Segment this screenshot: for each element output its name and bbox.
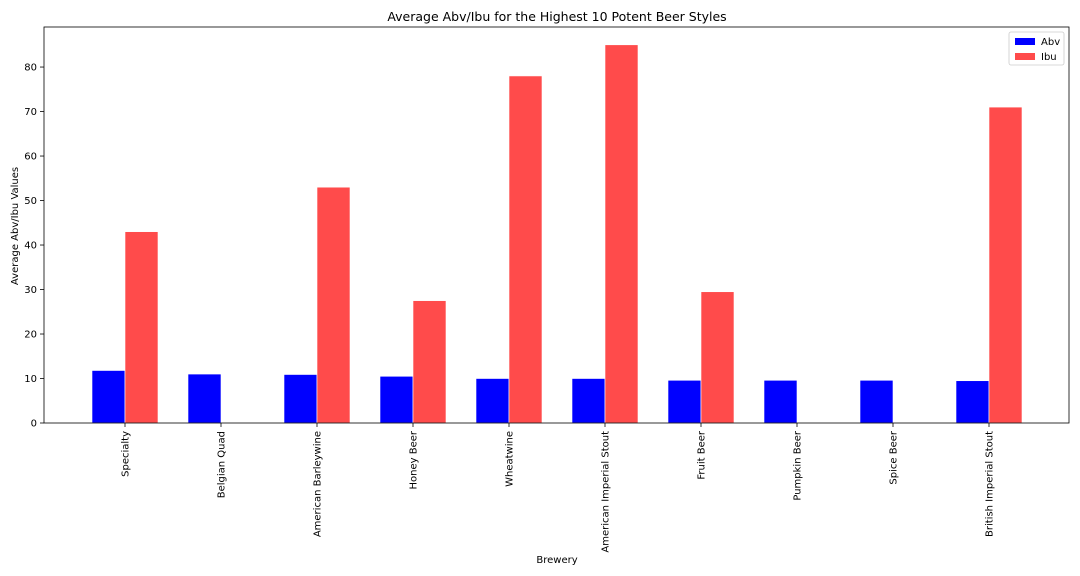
bar-ibu-3 [316, 186, 351, 424]
y-axis-label: Average Abv/Ibu Values [10, 167, 21, 285]
bar-ibu-6 [604, 44, 639, 424]
bar-abv-8 [763, 379, 798, 424]
bar-abv-9 [859, 379, 894, 424]
y-tick-label: 50 [24, 196, 37, 207]
x-tick-label: American Imperial Stout [601, 431, 612, 553]
bar-ibu-4 [412, 300, 447, 424]
y-tick-label: 30 [24, 285, 37, 296]
y-tick-label: 20 [24, 330, 37, 341]
legend-swatch-ibu [1015, 53, 1035, 60]
bar-abv-4 [379, 375, 414, 424]
x-tick-label: British Imperial Stout [985, 431, 996, 537]
chart-title: Average Abv/Ibu for the Highest 10 Poten… [387, 9, 726, 24]
legend-label-abv: Abv [1041, 37, 1060, 48]
bar-abv-1 [91, 370, 126, 424]
plot-area: 0 10 20 30 40 50 60 70 80 Specialty Belgian Quad Am… [24, 26, 1070, 553]
legend-swatch-abv [1015, 38, 1035, 45]
y-tick-label: 60 [24, 152, 37, 163]
bar-abv-6 [571, 378, 606, 424]
bar-ibu-10 [988, 106, 1023, 424]
y-tick-label: 40 [24, 241, 37, 252]
y-tick-label: 70 [24, 107, 37, 118]
y-tick-label: 80 [24, 63, 37, 74]
x-tick-label: Pumpkin Beer [793, 430, 804, 501]
y-tick-label: 0 [31, 419, 37, 430]
legend: Abv Ibu [1008, 31, 1065, 66]
y-tick-label: 10 [24, 374, 37, 385]
x-tick-label: Specialty [121, 431, 132, 477]
plot-frame [43, 26, 1070, 424]
x-tick-label: Honey Beer [409, 430, 420, 489]
bar-abv-3 [283, 374, 318, 424]
x-tick-label: American Barleywine [313, 431, 324, 537]
bar-ibu-5 [508, 75, 543, 424]
bar-abv-10 [955, 380, 990, 424]
x-tick-label: Fruit Beer [697, 430, 708, 480]
x-tick-label: Belgian Quad [217, 431, 228, 498]
x-tick-label: Spice Beer [889, 430, 900, 484]
bar-ibu-1 [124, 231, 159, 424]
bar-abv-7 [667, 379, 702, 424]
bar-abv-2 [187, 373, 222, 424]
bar-ibu-7 [700, 291, 735, 424]
legend-label-ibu: Ibu [1041, 52, 1057, 63]
bar-abv-5 [475, 378, 510, 424]
x-tick-label: Wheatwine [505, 431, 516, 487]
x-axis-label: Brewery [536, 555, 577, 566]
